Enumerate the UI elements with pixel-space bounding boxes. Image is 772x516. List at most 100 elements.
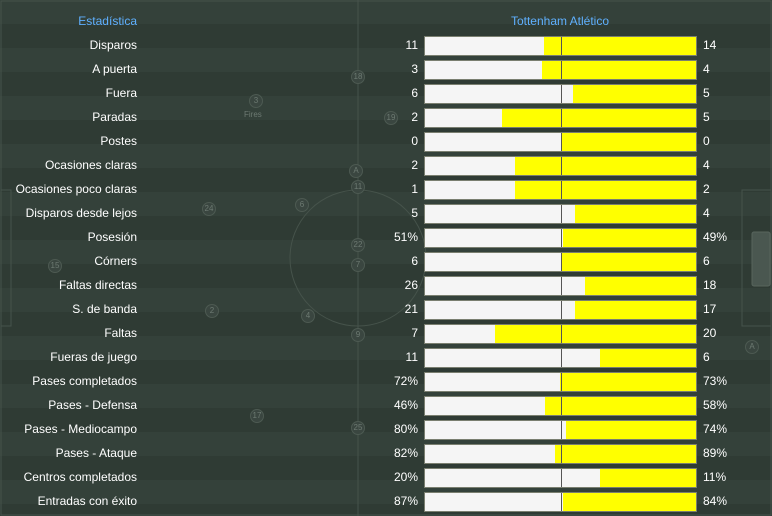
stat-label: S. de banda	[72, 302, 137, 316]
home-bar-fill	[425, 373, 560, 391]
stat-label: Pases completados	[32, 374, 137, 388]
bar-center-line	[561, 253, 562, 271]
stat-label: Disparos	[89, 38, 137, 52]
comparison-bar	[424, 420, 697, 440]
stat-row: Posesión 51% 49%	[0, 226, 772, 250]
stat-label: Córners	[94, 254, 137, 268]
away-value: 17	[703, 302, 717, 316]
pitch-marker: 25	[351, 421, 365, 435]
stat-row: Faltas 7 20	[0, 322, 772, 346]
bar-center-line	[561, 157, 562, 175]
bar-center-line	[561, 61, 562, 79]
home-bar-fill	[425, 421, 566, 439]
pitch-marker: 17	[250, 409, 264, 423]
comparison-bar	[424, 348, 697, 368]
stats-header: Estadística Tottenham Atlético	[0, 12, 772, 32]
pitch-marker: 4	[301, 309, 315, 323]
stat-row: Fueras de juego 11 6	[0, 346, 772, 370]
comparison-bar	[424, 108, 697, 128]
stat-row: Pases - Defensa 46% 58%	[0, 394, 772, 418]
away-value: 5	[703, 110, 710, 124]
bar-center-line	[561, 277, 562, 295]
away-value: 11%	[703, 470, 727, 484]
pitch-marker: 19	[384, 111, 398, 125]
bar-center-line	[561, 229, 562, 247]
stat-row: Pases - Mediocampo 80% 74%	[0, 418, 772, 442]
stat-row: S. de banda 21 17	[0, 298, 772, 322]
home-bar-fill	[425, 277, 585, 295]
home-bar-fill	[425, 397, 545, 415]
pitch-marker: A	[745, 340, 759, 354]
comparison-bar	[424, 252, 697, 272]
stat-row: A puerta 3 4	[0, 58, 772, 82]
stat-label: Postes	[100, 134, 137, 148]
away-value: 20	[703, 326, 717, 340]
away-value: 6	[703, 254, 710, 268]
home-bar-fill	[425, 133, 561, 151]
comparison-bar	[424, 156, 697, 176]
comparison-bar	[424, 180, 697, 200]
comparison-bar	[424, 324, 697, 344]
home-value: 80%	[393, 422, 418, 436]
stat-row: Pases - Ataque 82% 89%	[0, 442, 772, 466]
home-value: 46%	[393, 398, 418, 412]
home-value: 87%	[393, 494, 418, 508]
comparison-bar	[424, 132, 697, 152]
home-bar-fill	[425, 301, 575, 319]
home-value: 0	[411, 134, 418, 148]
away-value: 0	[703, 134, 710, 148]
stat-row: Centros completados 20% 11%	[0, 466, 772, 490]
pitch-marker: 22	[351, 238, 365, 252]
bar-center-line	[561, 373, 562, 391]
comparison-bar	[424, 36, 697, 56]
home-value: 6	[411, 254, 418, 268]
stat-row: Faltas directas 26 18	[0, 274, 772, 298]
away-value: 4	[703, 62, 710, 76]
away-value: 4	[703, 158, 710, 172]
stat-label: Pases - Defensa	[48, 398, 137, 412]
stat-label: Fueras de juego	[50, 350, 137, 364]
stat-row: Pases completados 72% 73%	[0, 370, 772, 394]
pitch-marker: 11	[351, 180, 365, 194]
away-value: 89%	[703, 446, 728, 460]
home-value: 11	[405, 38, 418, 52]
pitch-marker: 6	[295, 198, 309, 212]
home-value: 26	[404, 278, 418, 292]
stat-row: Ocasiones claras 2 4	[0, 154, 772, 178]
stat-row: Postes 0 0	[0, 130, 772, 154]
home-bar-fill	[425, 349, 600, 367]
bar-center-line	[561, 205, 562, 223]
stat-row: Disparos desde lejos 5 4	[0, 202, 772, 226]
bar-center-line	[561, 445, 562, 463]
home-bar-fill	[425, 253, 561, 271]
pitch-marker: 24	[202, 202, 216, 216]
home-bar-fill	[425, 85, 573, 103]
bar-center-line	[561, 85, 562, 103]
home-bar-fill	[425, 445, 555, 463]
home-bar-fill	[425, 493, 563, 511]
stat-column-header: Estadística	[78, 14, 137, 28]
comparison-bar	[424, 444, 697, 464]
away-value: 2	[703, 182, 710, 196]
stat-label: Ocasiones poco claras	[15, 182, 137, 196]
comparison-bar	[424, 228, 697, 248]
stat-row: Ocasiones poco claras 1 2	[0, 178, 772, 202]
bar-center-line	[561, 181, 562, 199]
stats-table: Disparos 11 14 A puerta 3 4 Fuera 6 5 Paradas 2 5 Po…	[0, 34, 772, 514]
bar-center-line	[561, 349, 562, 367]
pitch-marker-label: Fires	[244, 110, 262, 119]
stat-row: Paradas 2 5	[0, 106, 772, 130]
bar-center-line	[561, 397, 562, 415]
away-value: 49%	[703, 230, 728, 244]
home-bar-fill	[425, 37, 544, 55]
pitch-marker: A	[349, 164, 363, 178]
away-value: 14	[703, 38, 717, 52]
home-bar-fill	[425, 181, 515, 199]
pitch-marker: 2	[205, 304, 219, 318]
stat-row: Fuera 6 5	[0, 82, 772, 106]
pitch-marker: 7	[351, 258, 365, 272]
home-bar-fill	[425, 229, 563, 247]
comparison-bar	[424, 276, 697, 296]
home-bar-fill	[425, 157, 515, 175]
bar-center-line	[561, 493, 562, 511]
